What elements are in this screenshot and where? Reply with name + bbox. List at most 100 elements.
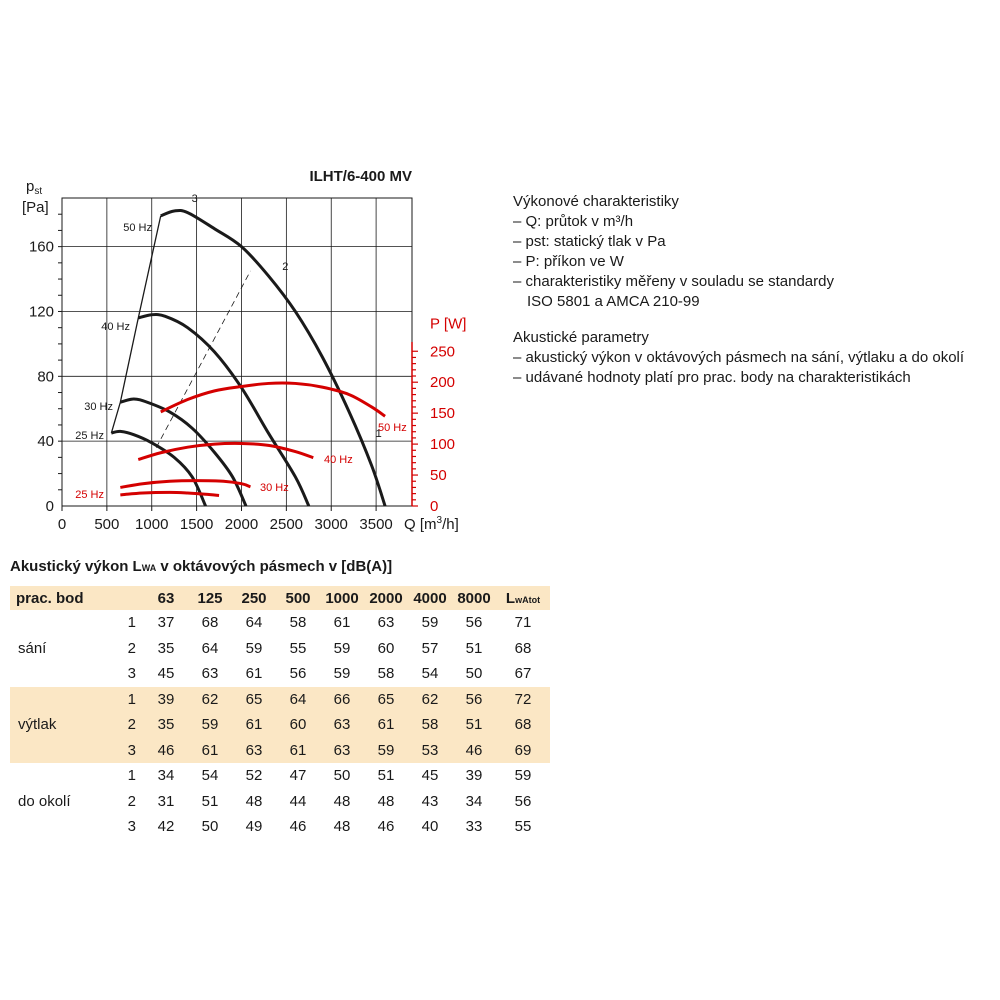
table-title-suffix: v oktávových pásmech v [dB(A)]: [156, 558, 393, 575]
power-curve-label: 30 Hz: [260, 482, 289, 494]
header-band: 1000: [320, 586, 364, 610]
band-value: 59: [333, 639, 351, 657]
group-spacer: [10, 737, 92, 763]
header-band: 250: [232, 586, 276, 610]
band-value: 59: [188, 712, 232, 738]
group-spacer: [10, 661, 92, 687]
total-value: 67: [514, 665, 532, 683]
header-band: 63: [144, 586, 188, 610]
x-tick-label: 1500: [180, 516, 213, 533]
acoustic-item: – udávané hodnoty platí pro prac. body n…: [513, 369, 911, 386]
table-title-sub: WA: [141, 563, 157, 573]
operating-point-label: 3: [192, 193, 198, 205]
table-title-prefix: Akustický výkon L: [10, 558, 142, 575]
band-value: 61: [333, 614, 351, 632]
band-value: 64: [245, 614, 263, 632]
band-value: 45: [421, 767, 439, 785]
table-row: 1 37 68 64 58 61 63 59 56 71: [10, 610, 550, 636]
band-value: 60: [377, 639, 395, 657]
band-value: 35: [144, 712, 188, 738]
band-value: 58: [289, 614, 307, 632]
pressure-curve-label: 25 Hz: [75, 430, 104, 442]
power-curve-label: 25 Hz: [75, 489, 104, 501]
band-value: 50: [201, 818, 219, 836]
band-value: 46: [144, 737, 188, 763]
power-tick-label: 0: [430, 498, 438, 515]
performance-item: – charakteristiky měřeny v souladu se st…: [513, 273, 834, 290]
band-value: 33: [465, 818, 483, 836]
band-value: 64: [201, 639, 219, 657]
performance-item: – Q: průtok v m³/h: [513, 213, 634, 230]
power-tick-label: 200: [430, 374, 455, 391]
power-tick-label: 150: [430, 405, 455, 422]
operating-point: 2: [127, 792, 136, 810]
total-value: 69: [496, 737, 550, 763]
band-value: 46: [452, 737, 496, 763]
group-spacer: [10, 763, 92, 789]
group-spacer: [10, 610, 92, 636]
performance-header: Výkonové charakteristiky: [513, 193, 679, 210]
acoustic-item: – akustický výkon v oktávových pásmech n…: [513, 349, 965, 366]
band-value: 62: [188, 686, 232, 712]
table-row: 3 46 61 63 61 63 59 53 46 69: [10, 737, 550, 763]
table-title: Akustický výkon LWA v oktávových pásmech…: [10, 558, 392, 575]
pressure-curve: [119, 397, 248, 507]
header-band: 125: [188, 586, 232, 610]
band-value: 55: [289, 639, 307, 657]
power-tick-label: 100: [430, 436, 455, 453]
x-tick-label: 3000: [315, 516, 348, 533]
y-tick-label: 80: [37, 368, 54, 385]
power-curve: [137, 441, 314, 462]
header-total: LwAtot: [496, 586, 550, 610]
band-value: 60: [276, 712, 320, 738]
chart-title: ILHT/6-400 MV: [309, 168, 412, 185]
band-value: 68: [201, 614, 219, 632]
band-value: 51: [465, 639, 483, 657]
band-value: 58: [408, 712, 452, 738]
band-value: 54: [201, 767, 219, 785]
group-spacer: [10, 686, 92, 712]
band-value: 63: [201, 665, 219, 683]
band-value: 48: [245, 792, 263, 810]
group-name: sání: [18, 639, 47, 657]
acoustic-header: Akustické parametry: [513, 329, 649, 346]
band-value: 59: [421, 614, 439, 632]
band-value: 35: [157, 639, 175, 657]
band-value: 34: [465, 792, 483, 810]
y-tick-label: 40: [37, 433, 54, 450]
band-value: 40: [421, 818, 439, 836]
band-value: 64: [276, 686, 320, 712]
band-value: 56: [465, 614, 483, 632]
x-tick-label: 2000: [225, 516, 258, 533]
total-value: 71: [514, 614, 532, 632]
band-value: 51: [201, 792, 219, 810]
band-value: 61: [276, 737, 320, 763]
band-value: 61: [188, 737, 232, 763]
pressure-curve-label: 50 Hz: [123, 222, 152, 234]
performance-list: – Q: průtok v m³/h – pst: statický tlak …: [513, 212, 964, 312]
band-value: 61: [364, 712, 408, 738]
power-curve-label: 50 Hz: [378, 422, 407, 434]
band-value: 43: [421, 792, 439, 810]
band-value: 65: [232, 686, 276, 712]
band-value: 53: [408, 737, 452, 763]
table-row: 3 42 50 49 46 48 46 40 33 55: [10, 814, 550, 840]
operating-point: 3: [92, 737, 144, 763]
pressure-curve: [137, 313, 311, 507]
band-value: 51: [377, 767, 395, 785]
header-band: 500: [276, 586, 320, 610]
y-tick-label: 160: [29, 239, 54, 256]
power-curve: [120, 490, 220, 497]
band-value: 31: [157, 792, 175, 810]
operating-point: 3: [127, 665, 136, 683]
header-total-sub: wAtot: [515, 594, 541, 605]
band-value: 59: [333, 665, 351, 683]
band-value: 63: [320, 737, 364, 763]
band-value: 44: [289, 792, 307, 810]
table-row: 3 45 63 61 56 59 58 54 50 67: [10, 661, 550, 687]
acoustic-table: prac. bod 63 125 250 500 1000 2000 4000 8000 LwAt…: [10, 586, 550, 840]
performance-item: ISO 5801 a AMCA 210-99: [527, 293, 700, 310]
header-band: 2000: [364, 586, 408, 610]
band-value: 46: [377, 818, 395, 836]
total-value: 56: [514, 792, 532, 810]
